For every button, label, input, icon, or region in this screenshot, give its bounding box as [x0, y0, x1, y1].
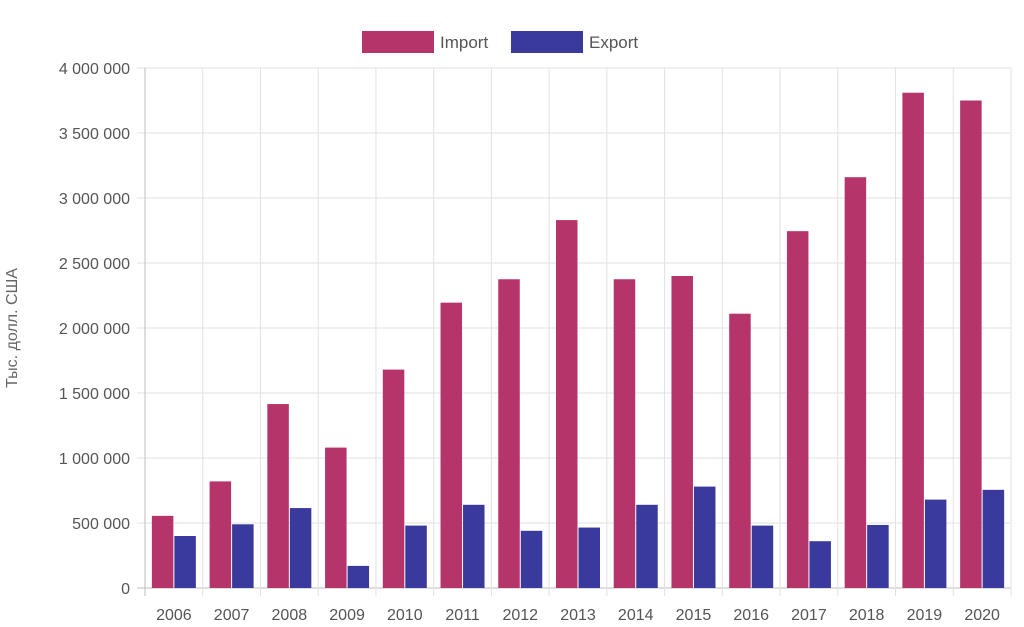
bar-export-2012[interactable]: [520, 530, 543, 588]
bar-export-2009[interactable]: [347, 565, 370, 588]
bar-import-2006[interactable]: [151, 515, 174, 588]
x-axis-ticks: 2006 2007 2008 2009 2010 2011 2012 2013 2014 2015…: [156, 607, 1000, 624]
bar-import-2019[interactable]: [902, 92, 924, 588]
y-tick-label: 500 000: [72, 516, 130, 533]
x-tick-label: 2019: [907, 607, 943, 624]
bar-import-2009[interactable]: [325, 447, 347, 588]
legend-swatch-import[interactable]: [362, 31, 434, 53]
bar-export-2006[interactable]: [174, 536, 196, 588]
y-tick-label: 0: [121, 581, 130, 598]
legend-label-export[interactable]: Export: [589, 33, 638, 52]
bar-import-2012[interactable]: [498, 279, 520, 588]
x-tick-label: 2011: [445, 607, 480, 624]
bar-export-2011[interactable]: [463, 504, 485, 588]
x-tick-label: 2018: [849, 607, 885, 624]
bar-import-2014[interactable]: [613, 279, 636, 588]
x-tick-label: 2009: [329, 607, 365, 624]
bar-import-2015[interactable]: [671, 276, 693, 588]
y-tick-label: 2 000 000: [59, 321, 130, 338]
x-tick-label: 2016: [733, 607, 769, 624]
bar-import-2007[interactable]: [209, 481, 232, 588]
legend-label-import[interactable]: Import: [440, 33, 488, 52]
bar-export-2018[interactable]: [867, 524, 889, 588]
bar-import-2017[interactable]: [786, 231, 809, 588]
bar-import-2011[interactable]: [440, 302, 463, 588]
x-tick-label: 2017: [791, 607, 827, 624]
x-tick-label: 2008: [272, 607, 308, 624]
x-tick-label: 2007: [214, 607, 250, 624]
y-tick-label: 3 000 000: [59, 191, 130, 208]
x-tick-label: 2020: [964, 607, 1000, 624]
bar-export-2007[interactable]: [232, 524, 254, 588]
bar-export-2017[interactable]: [809, 541, 831, 588]
legend-swatch-export[interactable]: [511, 31, 583, 53]
bar-import-2020[interactable]: [960, 100, 982, 589]
y-tick-label: 3 500 000: [59, 126, 130, 143]
y-tick-label: 1 000 000: [59, 451, 130, 468]
bar-export-2020[interactable]: [982, 489, 1005, 588]
y-axis-ticks: 0 500 000 1 000 000 1 500 000 2 000 000 2 500…: [59, 61, 130, 598]
y-tick-label: 1 500 000: [59, 386, 130, 403]
bar-import-2016[interactable]: [729, 313, 751, 588]
x-tick-label: 2015: [676, 607, 712, 624]
bar-import-2013[interactable]: [556, 220, 578, 588]
x-tick-label: 2012: [502, 607, 538, 624]
bar-export-2015[interactable]: [693, 486, 716, 588]
bar-import-2010[interactable]: [382, 369, 405, 588]
bars: [151, 92, 1005, 589]
grid-lines: [137, 67, 1012, 596]
x-tick-label: 2006: [156, 607, 192, 624]
bar-export-2014[interactable]: [636, 504, 658, 588]
x-tick-label: 2014: [618, 607, 654, 624]
x-tick-label: 2013: [560, 607, 596, 624]
bar-export-2016[interactable]: [751, 525, 774, 588]
bar-import-2018[interactable]: [844, 177, 867, 588]
bar-export-2019[interactable]: [924, 499, 947, 588]
bar-import-2008[interactable]: [267, 404, 289, 588]
x-tick-label: 2010: [387, 607, 423, 624]
bar-export-2013[interactable]: [578, 527, 601, 588]
legend[interactable]: Import Export: [362, 31, 638, 53]
bar-export-2008[interactable]: [289, 508, 312, 588]
bar-export-2010[interactable]: [405, 525, 427, 588]
y-tick-label: 2 500 000: [59, 256, 130, 273]
y-tick-label: 4 000 000: [59, 61, 130, 78]
y-axis-title: Тыс. долл. США: [4, 268, 21, 388]
